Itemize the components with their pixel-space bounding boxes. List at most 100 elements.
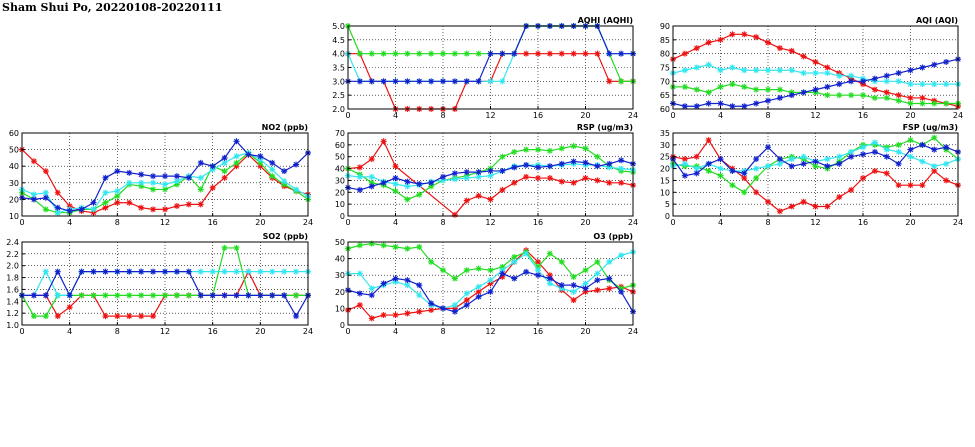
so2-blue-point bbox=[233, 292, 240, 299]
o3-blue-point bbox=[487, 288, 494, 295]
so2-red-point bbox=[126, 313, 133, 320]
aqhi-cyan-point bbox=[487, 78, 494, 85]
o3-green-point bbox=[558, 258, 565, 265]
x-tick-label: 8 bbox=[440, 218, 445, 227]
aqi-blue-point bbox=[729, 103, 736, 110]
so2-red-point bbox=[54, 313, 61, 320]
o3-blue-point bbox=[404, 277, 411, 284]
rsp-red-point bbox=[523, 173, 530, 180]
rsp-blue-point bbox=[546, 163, 553, 170]
x-tick-label: 20 bbox=[255, 327, 265, 336]
aqi-green-point bbox=[883, 94, 890, 101]
no2-blue-point bbox=[126, 169, 133, 176]
aqhi-blue-point bbox=[499, 50, 506, 57]
aqhi-green-point bbox=[368, 50, 375, 57]
so2-cyan-point bbox=[257, 268, 264, 275]
no2-red-point bbox=[54, 189, 61, 196]
y-tick-label: 90 bbox=[660, 22, 670, 31]
fsp-blue-point bbox=[871, 148, 878, 155]
o3-blue-point bbox=[499, 270, 506, 277]
so2-green-point bbox=[78, 292, 85, 299]
aqhi-blue-point bbox=[404, 78, 411, 85]
rsp-blue-point bbox=[523, 162, 530, 169]
o3-red-point bbox=[404, 310, 411, 317]
rsp-green-point bbox=[499, 153, 506, 160]
so2-red-point bbox=[66, 304, 73, 311]
aqhi-green-point bbox=[380, 50, 387, 57]
fsp-red-point bbox=[919, 182, 926, 189]
aqhi-red-point bbox=[606, 78, 613, 85]
x-tick-label: 20 bbox=[580, 327, 590, 336]
aqhi-blue-point bbox=[380, 78, 387, 85]
o3-cyan-point bbox=[570, 288, 577, 295]
aqhi-red-point bbox=[570, 50, 577, 57]
x-tick-label: 16 bbox=[208, 327, 218, 336]
y-tick-label: 40 bbox=[335, 165, 345, 174]
fsp-blue-point bbox=[919, 141, 926, 148]
aqhi-cyan-point bbox=[499, 78, 506, 85]
aqhi-green-point bbox=[440, 50, 446, 57]
fsp-blue-point bbox=[776, 156, 783, 163]
rsp-red-point bbox=[487, 196, 494, 203]
no2-red-point bbox=[173, 203, 180, 210]
no2-cyan-point bbox=[102, 189, 109, 196]
o3-red-point bbox=[463, 297, 470, 304]
aqhi-green-point bbox=[392, 50, 399, 57]
x-tick-label: 20 bbox=[580, 111, 590, 120]
no2-red-point bbox=[233, 163, 240, 170]
o3-cyan-point bbox=[594, 270, 601, 277]
rsp-blue-point bbox=[392, 175, 399, 182]
aqhi-green-point bbox=[618, 78, 625, 85]
rsp-cyan-point bbox=[392, 180, 399, 187]
aqi-blue-point bbox=[860, 78, 866, 85]
no2-chart: 0 4 8 12 16 20 24 10 20 30 40 50 60 NO2 (ppb) bbox=[9, 123, 313, 227]
aqi-blue-point bbox=[693, 103, 700, 110]
aqi-red-point bbox=[693, 45, 700, 52]
o3-cyan-point bbox=[606, 258, 613, 265]
o3-red-point bbox=[570, 297, 577, 304]
o3-blue-point bbox=[392, 275, 399, 282]
y-tick-label: 1.2 bbox=[6, 309, 19, 318]
y-tick-label: 30 bbox=[660, 141, 670, 150]
so2-cyan-point bbox=[221, 268, 228, 275]
aqi-cyan-point bbox=[931, 81, 938, 88]
o3-red-point bbox=[487, 280, 494, 287]
aqi-red-point bbox=[729, 31, 736, 38]
aqi-red-point bbox=[895, 92, 902, 99]
so2-green-point bbox=[233, 244, 240, 251]
o3-cyan-point bbox=[392, 278, 399, 285]
no2-chart-title: NO2 (ppb) bbox=[262, 123, 308, 132]
rsp-cyan-point bbox=[463, 175, 470, 182]
fsp-blue-point bbox=[705, 160, 712, 167]
aqi-red-point bbox=[741, 31, 748, 38]
aqhi-blue-point bbox=[428, 78, 435, 85]
no2-green-point bbox=[162, 186, 168, 193]
o3-red-point bbox=[368, 315, 375, 322]
o3-red-point bbox=[416, 308, 423, 315]
so2-green-point bbox=[162, 292, 168, 299]
o3-green-point bbox=[451, 275, 458, 282]
so2-cyan-point bbox=[233, 268, 240, 275]
so2-blue-point bbox=[102, 268, 109, 275]
aqi-red-point bbox=[765, 39, 771, 46]
o3-cyan-point bbox=[463, 290, 470, 297]
so2-green-point bbox=[150, 292, 157, 299]
o3-green-point bbox=[618, 285, 625, 292]
no2-red-point bbox=[102, 204, 109, 211]
o3-cyan-point bbox=[416, 292, 423, 299]
fsp-red-point bbox=[836, 194, 843, 201]
so2-red-point bbox=[114, 313, 121, 320]
o3-green-point bbox=[356, 242, 363, 249]
x-tick-label: 12 bbox=[810, 111, 820, 120]
so2-blue-point bbox=[173, 268, 180, 275]
no2-green-point bbox=[42, 206, 49, 213]
y-tick-label: 75 bbox=[660, 64, 670, 73]
rsp-green-point bbox=[535, 146, 541, 153]
x-tick-label: 20 bbox=[580, 218, 590, 227]
aqi-red-point bbox=[883, 89, 890, 96]
fsp-cyan-point bbox=[871, 139, 878, 146]
aqi-cyan-point bbox=[812, 70, 819, 77]
rsp-cyan-point bbox=[606, 164, 613, 171]
no2-green-point bbox=[173, 181, 180, 188]
